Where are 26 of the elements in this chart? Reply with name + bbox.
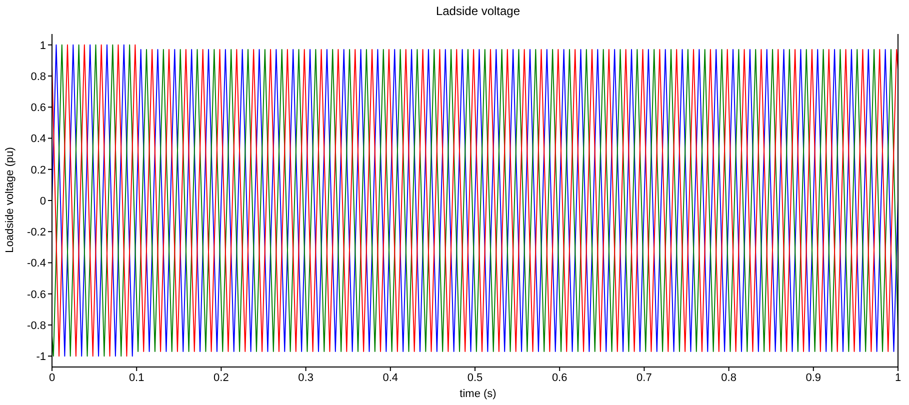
x-tick-label: 1 <box>894 372 902 384</box>
x-tick-label: 0.6 <box>552 372 568 384</box>
x-tick-label: 0.7 <box>636 372 652 384</box>
y-tick-label: 0.6 <box>30 102 46 114</box>
y-tick-label: 0 <box>40 195 46 208</box>
y-tick-label: -0.6 <box>27 288 46 301</box>
chart-title: Ladside voltage <box>436 4 520 18</box>
y-tick-label: 0.4 <box>30 133 46 146</box>
y-tick-label: 1 <box>40 40 46 52</box>
x-tick-label: 0.1 <box>128 372 144 384</box>
x-tick-label: 0.2 <box>214 372 229 384</box>
y-tick-label: -0.2 <box>27 226 46 239</box>
x-tick-label: 0.5 <box>467 372 483 384</box>
x-tick-label: 0.9 <box>806 372 822 384</box>
line-series <box>52 44 898 357</box>
y-tick-label: 0.8 <box>30 70 46 83</box>
y-tick-label: -1 <box>36 351 46 364</box>
x-axis-title: time (s) <box>460 388 496 400</box>
x-tick-label: 0.4 <box>382 372 398 384</box>
y-tick-label: -0.8 <box>27 320 46 332</box>
x-tick-label: 0.8 <box>721 372 736 384</box>
y-tick-label: -0.4 <box>27 258 46 270</box>
y-axis-title: Loadside voltage (pu) <box>4 147 16 253</box>
x-tick-label: 0 <box>48 372 56 384</box>
x-tick-label: 0.3 <box>298 372 314 384</box>
y-tick-label: 0.2 <box>30 164 46 176</box>
